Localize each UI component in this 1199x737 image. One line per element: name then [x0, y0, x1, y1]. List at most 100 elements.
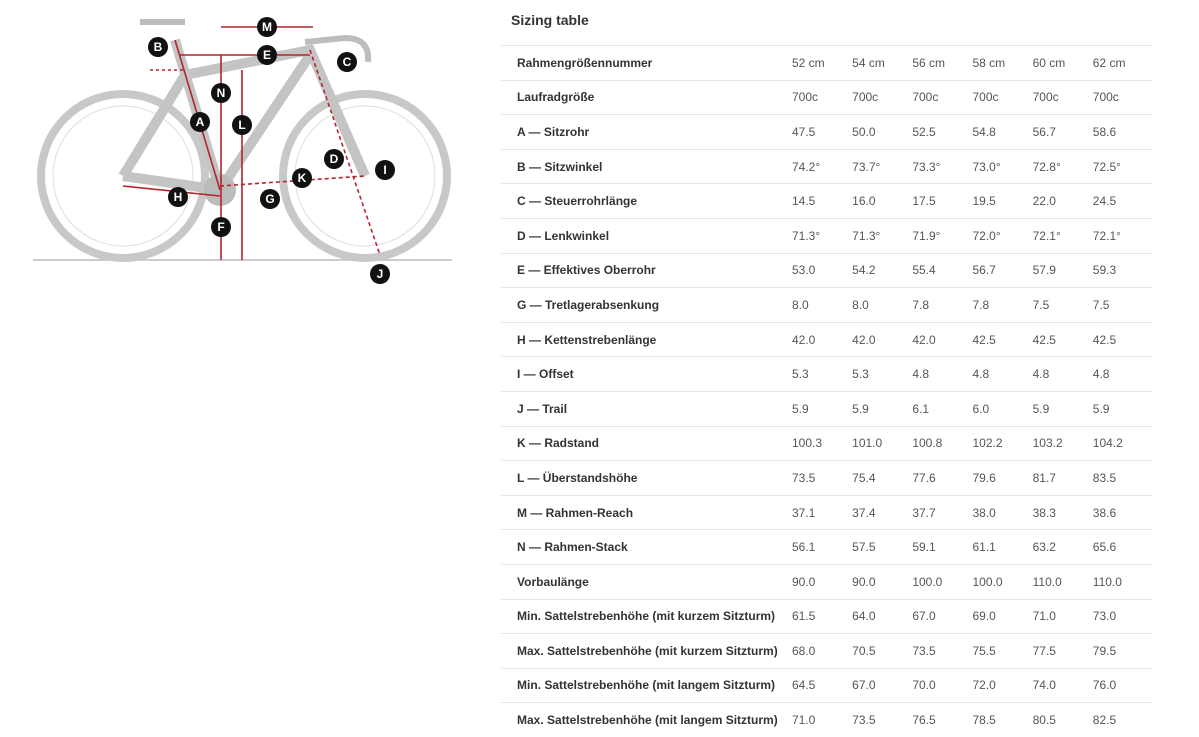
cell-value: 700c [1032, 79, 1093, 115]
sizing-table-title: Sizing table [511, 12, 589, 28]
cell-value: 6.1 [912, 390, 973, 427]
cell-value: 5.3 [792, 356, 853, 392]
cell-value: 62 cm [1092, 45, 1153, 81]
svg-text:K: K [298, 171, 307, 185]
cell-value: 4.8 [972, 356, 1033, 392]
cell-value: 38.3 [1032, 494, 1093, 530]
marker-e: E [257, 45, 277, 65]
svg-text:F: F [217, 220, 224, 234]
cell-value: 16.0 [852, 183, 913, 219]
cell-value: 57.5 [852, 529, 913, 565]
bike-geometry-diagram: M B E C N A L D I K H G F J [33, 17, 452, 284]
cell-value: 700c [972, 79, 1033, 115]
svg-text:C: C [343, 55, 352, 69]
cell-value: 73.3° [912, 148, 973, 184]
marker-b: B [148, 37, 168, 57]
cell-value: 14.5 [792, 183, 853, 219]
cell-value: 103.2 [1032, 425, 1093, 461]
row-label: K — Radstand [501, 425, 792, 461]
row-label: Laufradgröße [501, 79, 792, 115]
svg-text:G: G [265, 192, 274, 206]
svg-text:E: E [263, 48, 271, 62]
cell-value: 42.0 [792, 321, 853, 357]
marker-c: C [337, 52, 357, 72]
cell-value: 78.5 [972, 702, 1033, 737]
cell-value: 52 cm [792, 45, 853, 81]
cell-value: 700c [1092, 79, 1153, 115]
cell-value: 22.0 [1032, 183, 1093, 219]
table-row: N — Rahmen-Stack 56.1 57.5 59.1 61.1 63.2 65.6 [501, 529, 1153, 565]
table-row: Min. Sattelstrebenhöhe (mit langem Sitzt… [501, 667, 1153, 703]
table-row: H — Kettenstrebenlänge 42.0 42.0 42.0 42.5 42… [501, 321, 1153, 357]
table-row: K — Radstand 100.3 101.0 100.8 102.2 103.2 104… [501, 425, 1153, 461]
svg-text:J: J [377, 267, 384, 281]
cell-value: 73.7° [852, 148, 913, 184]
sizing-table: Rahmengrößennummer 52 cm 54 cm 56 cm 58 cm 60… [501, 45, 1153, 737]
cell-value: 73.5 [852, 702, 913, 737]
cell-value: 102.2 [972, 425, 1033, 461]
svg-text:D: D [330, 152, 339, 166]
cell-value: 5.9 [1092, 390, 1153, 427]
cell-value: 79.5 [1092, 633, 1153, 669]
cell-value: 5.9 [1032, 390, 1093, 427]
cell-value: 71.9° [912, 217, 973, 254]
cell-value: 74.0 [1032, 667, 1093, 703]
front-wheel [279, 90, 451, 262]
cell-value: 80.5 [1032, 702, 1093, 737]
rear-wheel [37, 90, 209, 262]
cell-value: 56.7 [1032, 114, 1093, 150]
cell-value: 54.2 [852, 252, 913, 288]
cell-value: 82.5 [1092, 702, 1153, 737]
row-label: A — Sitzrohr [501, 114, 792, 150]
cell-value: 53.0 [792, 252, 853, 288]
cell-value: 7.8 [912, 287, 973, 323]
cell-value: 58.6 [1092, 114, 1153, 150]
cell-value: 101.0 [852, 425, 913, 461]
svg-text:A: A [196, 115, 205, 129]
cell-value: 56.1 [792, 529, 853, 565]
cell-value: 83.5 [1092, 460, 1153, 496]
table-row: Rahmengrößennummer 52 cm 54 cm 56 cm 58 cm 60… [501, 45, 1153, 81]
cell-value: 700c [912, 79, 973, 115]
cell-value: 90.0 [792, 563, 853, 599]
marker-f: F [211, 217, 231, 237]
cell-value: 700c [792, 79, 853, 115]
cell-value: 75.5 [972, 633, 1033, 669]
svg-text:N: N [217, 86, 226, 100]
cell-value: 37.1 [792, 494, 853, 530]
table-row: Vorbaulänge 90.0 90.0 100.0 100.0 110.0 110.0 [501, 563, 1153, 599]
cell-value: 52.5 [912, 114, 973, 150]
cell-value: 65.6 [1092, 529, 1153, 565]
cell-value: 55.4 [912, 252, 973, 288]
cell-value: 100.3 [792, 425, 853, 461]
cell-value: 47.5 [792, 114, 853, 150]
cell-value: 64.5 [792, 667, 853, 703]
row-label: L — Überstandshöhe [501, 460, 792, 496]
row-label: Max. Sattelstrebenhöhe (mit kurzem Sitzt… [501, 633, 792, 669]
cell-value: 700c [852, 79, 913, 115]
cell-value: 7.5 [1092, 287, 1153, 323]
cell-value: 56.7 [972, 252, 1033, 288]
cell-value: 54.8 [972, 114, 1033, 150]
cell-value: 110.0 [1032, 563, 1093, 599]
cell-value: 81.7 [1032, 460, 1093, 496]
cell-value: 61.1 [972, 529, 1033, 565]
table-row: C — Steuerrohrlänge 14.5 16.0 17.5 19.5 22.0 2… [501, 183, 1153, 219]
cell-value: 67.0 [912, 598, 973, 634]
table-row: Max. Sattelstrebenhöhe (mit langem Sitzt… [501, 702, 1153, 737]
cell-value: 50.0 [852, 114, 913, 150]
row-label: I — Offset [501, 356, 792, 392]
cell-value: 72.5° [1092, 148, 1153, 184]
row-label: D — Lenkwinkel [501, 217, 792, 254]
cell-value: 100.0 [972, 563, 1033, 599]
cell-value: 75.4 [852, 460, 913, 496]
cell-value: 19.5 [972, 183, 1033, 219]
row-label: Min. Sattelstrebenhöhe (mit kurzem Sitzt… [501, 598, 792, 634]
cell-value: 56 cm [912, 45, 973, 81]
cell-value: 72.1° [1092, 217, 1153, 254]
marker-d: D [324, 149, 344, 169]
marker-g: G [260, 189, 280, 209]
cell-value: 63.2 [1032, 529, 1093, 565]
cell-value: 61.5 [792, 598, 853, 634]
row-label: J — Trail [501, 390, 792, 427]
